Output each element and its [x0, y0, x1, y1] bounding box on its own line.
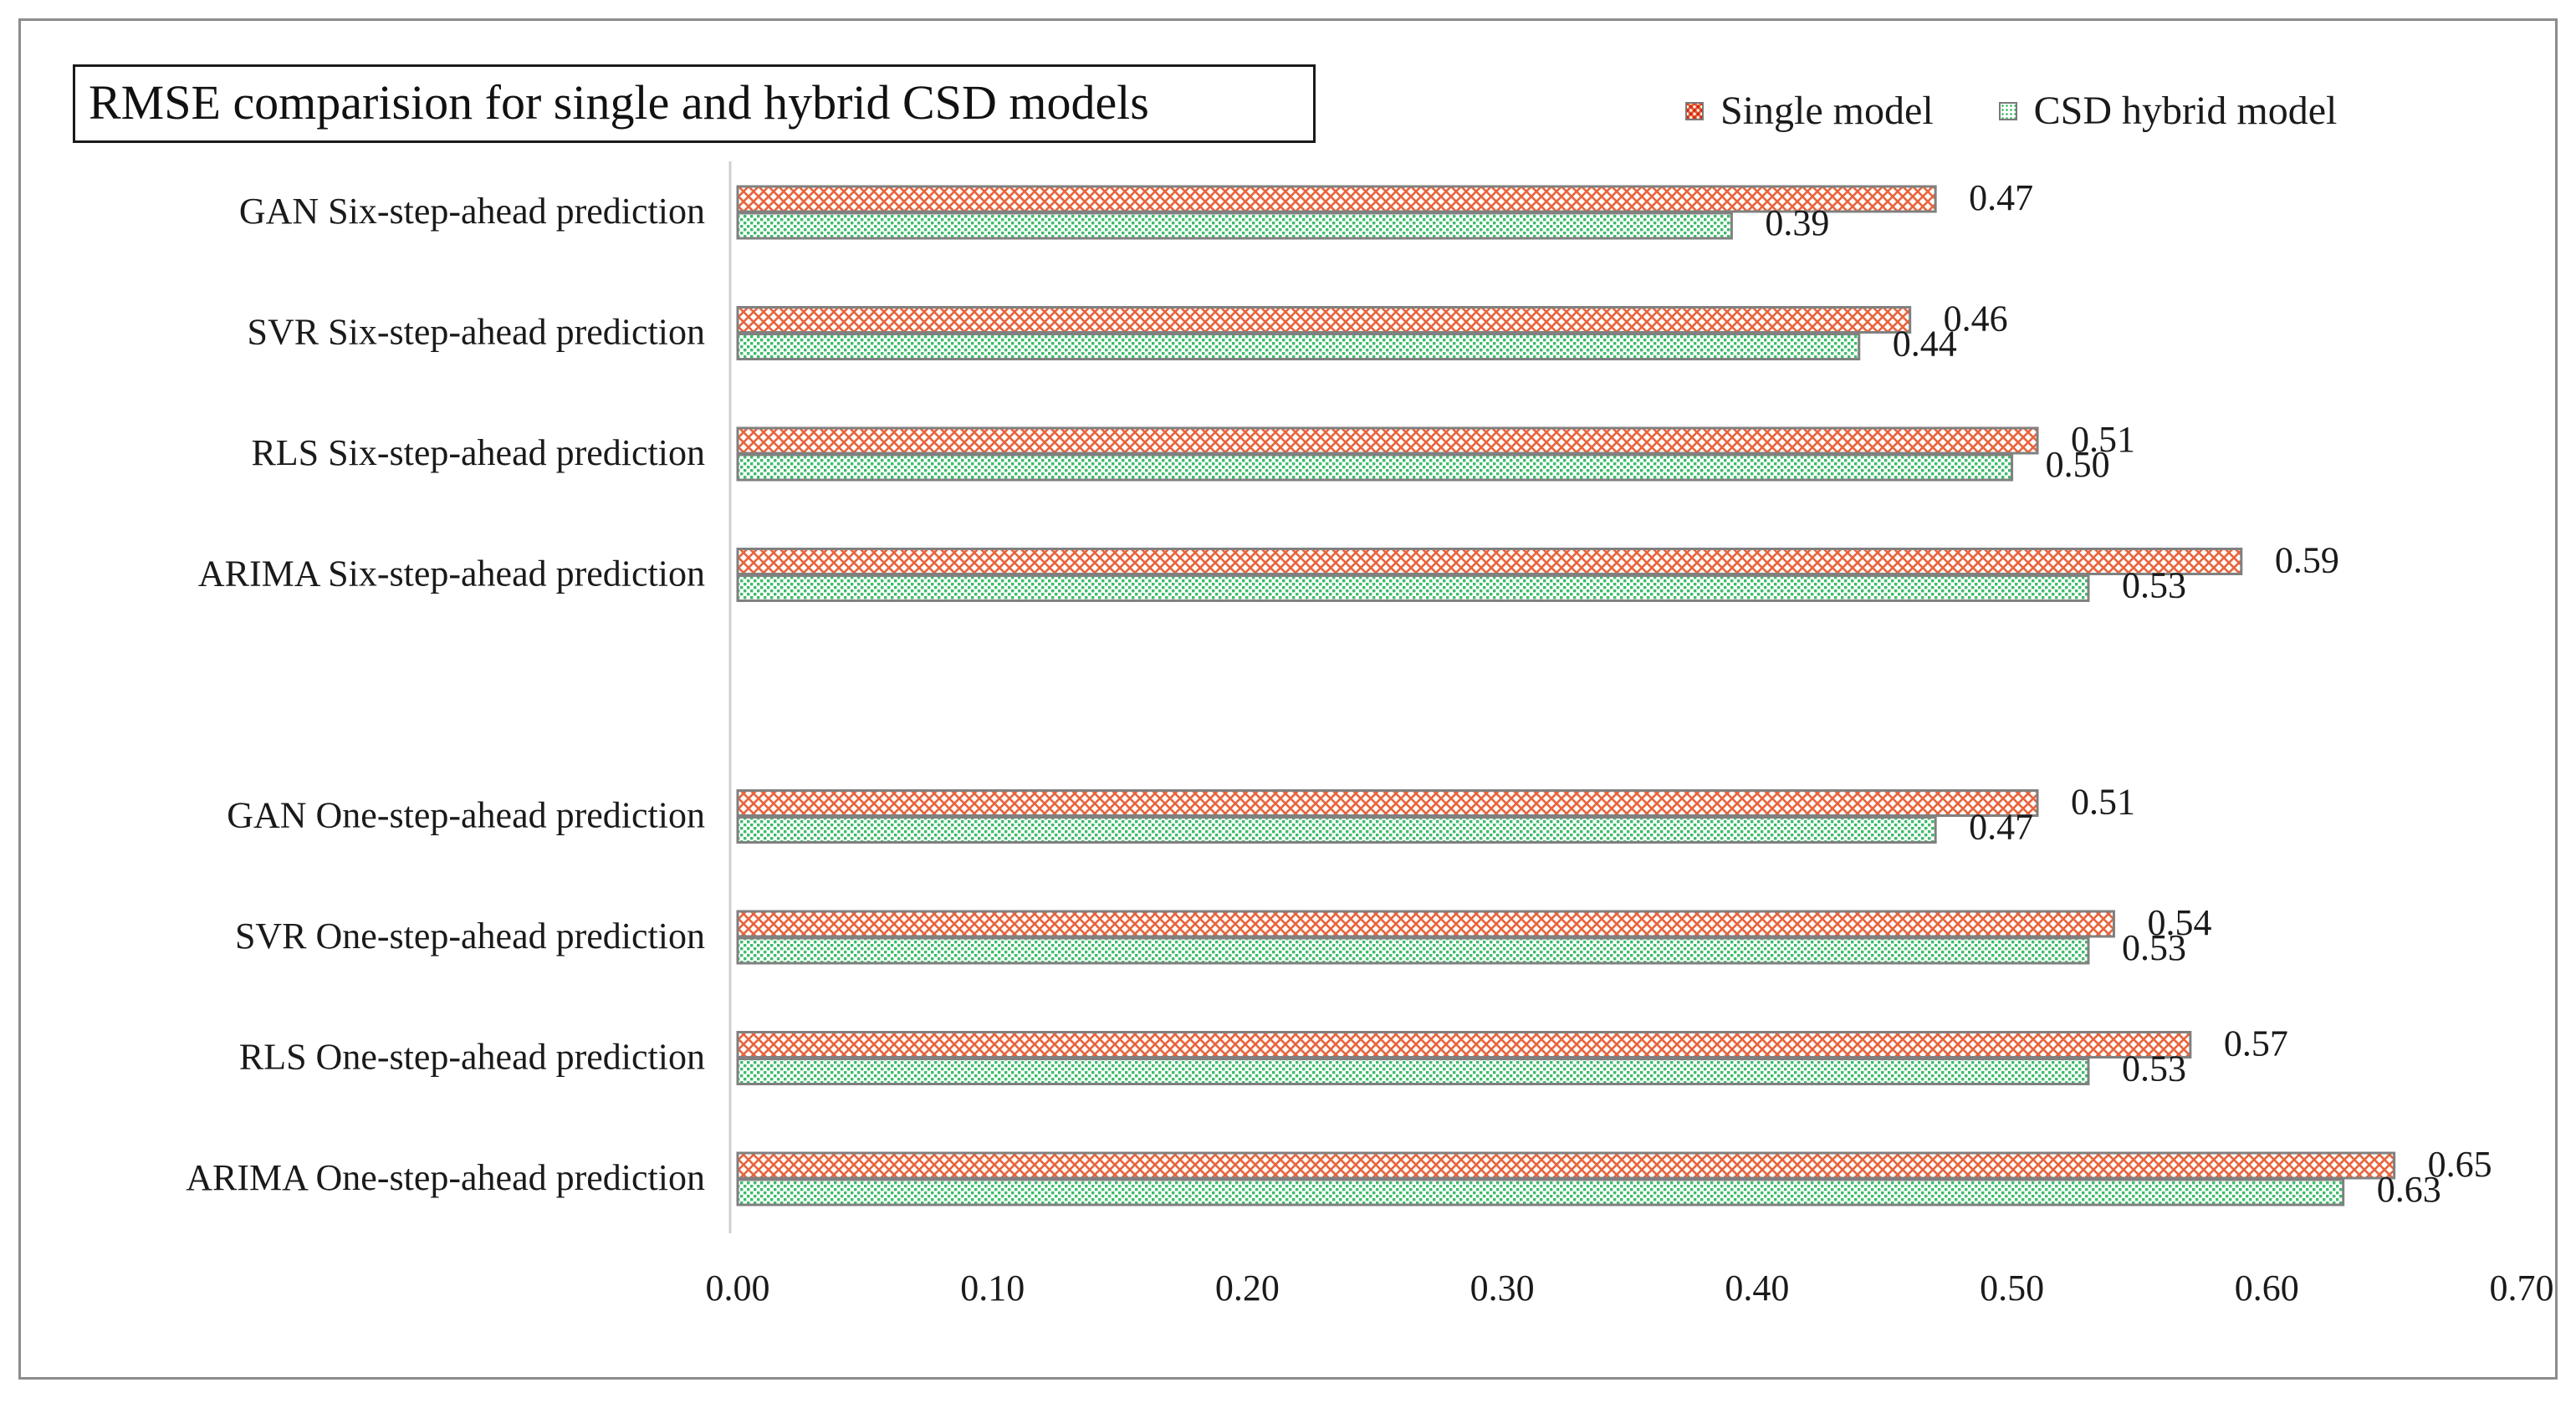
data-label-single: 0.54: [2147, 902, 2211, 943]
bar-csd-hybrid-model: [736, 212, 1733, 240]
legend-label-single: Single model: [1720, 89, 1934, 133]
legend-item-hybrid: CSD hybrid model: [1998, 88, 2338, 134]
category-label: GAN One-step-ahead prediction: [227, 795, 705, 836]
category-label: RLS Six-step-ahead prediction: [251, 432, 705, 473]
bar-csd-hybrid-model: [736, 816, 1937, 844]
data-label-single: 0.46: [1944, 298, 2008, 339]
data-label-hybrid: 0.44: [1893, 324, 1957, 365]
bar-csd-hybrid-model: [736, 1178, 2345, 1206]
data-label-single: 0.65: [2428, 1144, 2492, 1185]
bar-single-model: [736, 185, 1937, 213]
data-label-hybrid: 0.53: [2122, 565, 2186, 606]
data-label-single: 0.51: [2071, 419, 2135, 460]
data-label-hybrid: 0.63: [2377, 1169, 2441, 1210]
chart-title: RMSE comparision for single and hybrid C…: [73, 64, 1316, 143]
bar-single-model: [736, 789, 2039, 817]
bar-csd-hybrid-model: [736, 936, 2090, 965]
legend-label-hybrid: CSD hybrid model: [2033, 89, 2338, 133]
x-tick-label: 0.40: [1725, 1268, 1789, 1309]
chart-plot-area: 0.470.390.460.440.510.500.590.530.510.47…: [186, 161, 2554, 1309]
bar-csd-hybrid-model: [736, 453, 2014, 482]
category-label: RLS One-step-ahead prediction: [239, 1037, 705, 1078]
chart-frame: 0.47 0.39 0.46 0.44 0.51 0.50 0.59 0.53 0.51 0.47…: [18, 18, 2558, 1380]
data-label-hybrid: 0.53: [2122, 1048, 2186, 1089]
bar-csd-hybrid-model: [736, 1058, 2090, 1085]
bar-single-model: [736, 426, 2039, 455]
category-label: GAN Six-step-ahead prediction: [239, 191, 705, 232]
x-tick-label: 0.30: [1470, 1268, 1535, 1309]
data-label-single: 0.51: [2071, 782, 2135, 823]
bar-single-model: [736, 910, 2115, 938]
category-label: SVR One-step-ahead prediction: [235, 916, 705, 957]
legend-swatch-single: [1685, 101, 1704, 120]
data-label-single: 0.57: [2224, 1023, 2288, 1064]
data-label-hybrid: 0.47: [1969, 807, 2033, 848]
bar-single-model: [736, 1151, 2396, 1180]
data-label-hybrid: 0.50: [2046, 444, 2110, 485]
data-label-hybrid: 0.53: [2122, 927, 2186, 968]
x-tick-label: 0.10: [960, 1268, 1025, 1309]
legend-item-single: Single model: [1685, 88, 1934, 134]
category-label: SVR Six-step-ahead prediction: [248, 312, 705, 353]
x-tick-label: 0.00: [706, 1268, 770, 1309]
bar-csd-hybrid-model: [736, 333, 1861, 360]
x-tick-label: 0.70: [2490, 1268, 2554, 1309]
bar-single-model: [736, 548, 2243, 575]
legend-swatch-hybrid: [1998, 101, 2017, 120]
chart-legend: Single model CSD hybrid model: [1685, 88, 2337, 134]
category-label: ARIMA One-step-ahead prediction: [186, 1157, 705, 1198]
data-label-single: 0.59: [2275, 540, 2339, 581]
category-label: ARIMA Six-step-ahead prediction: [198, 554, 705, 594]
x-tick-label: 0.50: [1980, 1268, 2044, 1309]
data-label-single: 0.47: [1969, 177, 2033, 218]
x-tick-label: 0.20: [1215, 1268, 1280, 1309]
bar-single-model: [736, 1031, 2192, 1059]
bar-single-model: [736, 306, 1912, 334]
data-label-hybrid: 0.39: [1765, 202, 1829, 243]
bar-csd-hybrid-model: [736, 574, 2090, 602]
x-tick-label: 0.60: [2235, 1268, 2299, 1309]
